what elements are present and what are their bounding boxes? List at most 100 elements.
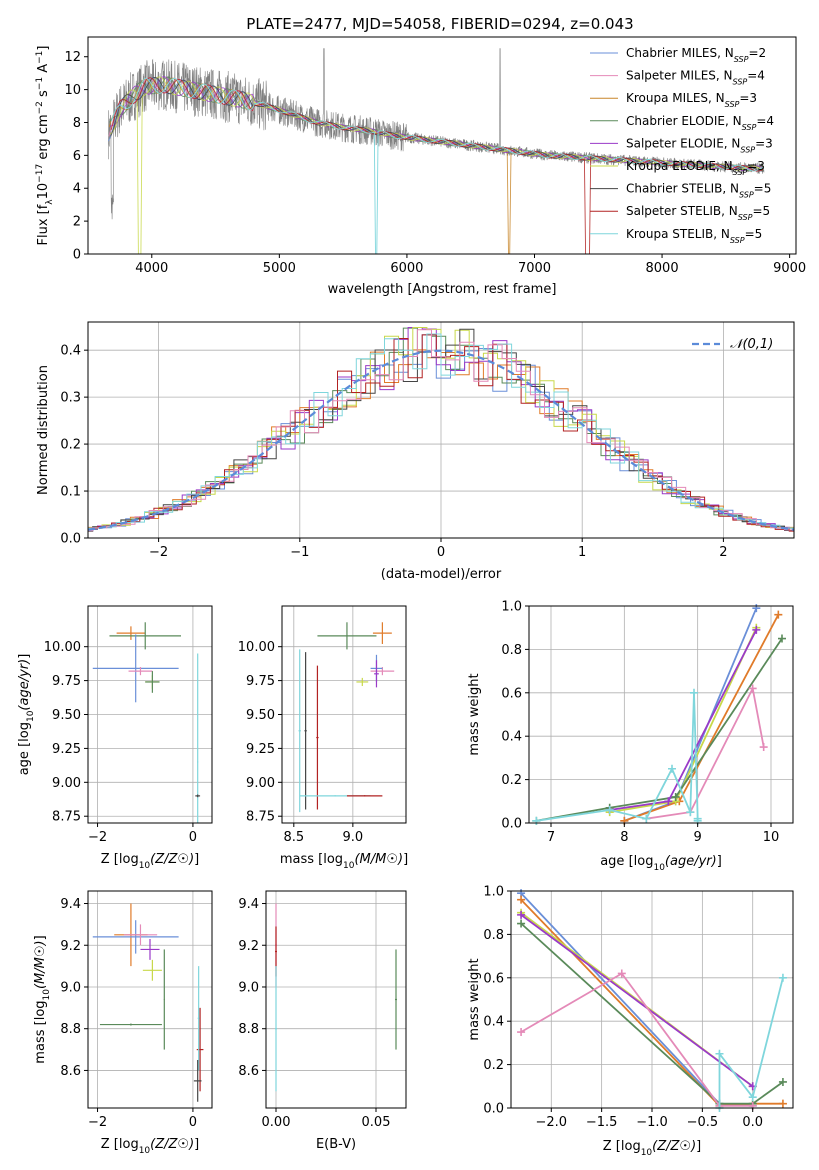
data-point bbox=[142, 959, 162, 981]
gaussian-reference-curve bbox=[88, 349, 794, 531]
y-tick-label: 1.0 bbox=[483, 885, 504, 900]
x-tick-label: −0.5 bbox=[687, 1115, 719, 1130]
model-spectrum-line bbox=[110, 76, 764, 254]
weight-marker bbox=[715, 1049, 724, 1058]
weight-marker bbox=[671, 792, 680, 801]
weight-series-line bbox=[520, 922, 784, 1105]
y-tick-label: 1.0 bbox=[501, 600, 522, 615]
x-tick-label: −2 bbox=[88, 1115, 107, 1130]
y-tick-label: 9.50 bbox=[246, 708, 275, 723]
legend-entry: Kroupa ELODIE, NSSP=3 bbox=[626, 159, 765, 177]
mass-vs-EBV-panel: 0.00 0.05 8.6 8.8 9.0 9.2 9.4 E(B-V) bbox=[238, 890, 407, 1152]
y-tick-label: 9.25 bbox=[52, 742, 81, 757]
weight-marker bbox=[778, 634, 786, 643]
y-tick-label: 9.4 bbox=[238, 897, 259, 912]
legend-entry: Kroupa STELIB, NSSP=5 bbox=[626, 227, 762, 245]
x-tick-label: 0 bbox=[189, 1115, 197, 1130]
errorbar-area bbox=[298, 622, 395, 813]
y-tick-label: 10 bbox=[64, 83, 81, 98]
weight-marker bbox=[759, 743, 768, 752]
weight-series-line bbox=[536, 637, 783, 822]
residuals-panel: −2 −1 0 1 2 0.0 0.1 0.2 0.3 0.4 𝒩(0,1) (data-model)… bbox=[36, 321, 795, 582]
mass-vs-Z-panel: −2 0 8.6 8.8 9.0 9.2 9.4 Z [log10(Z/Z☉)] mass [l… bbox=[33, 890, 213, 1156]
x-tick-label: −2 bbox=[149, 545, 168, 560]
x-axis-label: wavelength [Angstrom, rest frame] bbox=[328, 282, 557, 297]
x-tick-label: 0.00 bbox=[262, 1115, 291, 1130]
weight-series-line bbox=[536, 692, 699, 822]
weight-series bbox=[532, 634, 786, 825]
model-spectrum-line bbox=[110, 77, 764, 254]
age-vs-mass-panel: 8.5 9.0 8.75 9.00 9.25 9.50 9.75 10.00 mass [log… bbox=[238, 605, 408, 871]
y-tick-label: 8.6 bbox=[60, 1064, 81, 1079]
x-tick-label: 10 bbox=[763, 830, 780, 845]
residual-histogram-step bbox=[88, 333, 794, 531]
legend-entry: Salpeter STELIB, NSSP=5 bbox=[626, 204, 770, 222]
x-axis-label: (data-model)/error bbox=[381, 567, 502, 582]
data-point bbox=[116, 626, 146, 640]
legend-entry: Chabrier STELIB, NSSP=5 bbox=[626, 182, 771, 200]
y-tick-label: 9.25 bbox=[246, 742, 275, 757]
data-point bbox=[109, 622, 181, 650]
data-point bbox=[99, 1023, 162, 1026]
y-tick-label: 0 bbox=[73, 248, 81, 263]
y-tick-label: 0.4 bbox=[483, 1015, 504, 1030]
x-tick-label: 7000 bbox=[518, 261, 551, 276]
y-tick-label: 0.1 bbox=[60, 485, 81, 500]
legend-entry: Chabrier MILES, NSSP=2 bbox=[626, 46, 766, 64]
data-point bbox=[316, 665, 319, 810]
data-point bbox=[275, 966, 277, 1092]
data-point bbox=[197, 966, 200, 1071]
data-point bbox=[92, 634, 179, 703]
y-tick-label: 9.00 bbox=[52, 776, 81, 791]
y-tick-label: 10.00 bbox=[238, 640, 275, 655]
weight-series bbox=[517, 910, 757, 1091]
weight-series-line bbox=[520, 899, 783, 1107]
data-point bbox=[356, 677, 369, 687]
x-axis-label: age [log10(age/yr)] bbox=[600, 854, 722, 873]
x-axis-label: Z [log10(Z/Z☉)] bbox=[603, 1139, 701, 1158]
y-tick-label: 9.2 bbox=[238, 939, 259, 954]
legend-entry: Kroupa MILES, NSSP=3 bbox=[626, 91, 757, 109]
data-point bbox=[374, 660, 379, 688]
data-point bbox=[346, 795, 383, 797]
weight-marker bbox=[517, 919, 526, 928]
x-tick-label: −2.0 bbox=[535, 1115, 567, 1130]
y-tick-label: 0.3 bbox=[60, 391, 81, 406]
legend-entry: Chabrier ELODIE, NSSP=4 bbox=[626, 114, 774, 132]
weight-series bbox=[715, 973, 787, 1112]
y-tick-label: 9.2 bbox=[60, 939, 81, 954]
y-axis-label: mass weight bbox=[467, 673, 482, 755]
y-axis-label: mass [log10(M/M☉)] bbox=[33, 935, 52, 1063]
weight-marker bbox=[690, 688, 698, 697]
data-point bbox=[395, 949, 397, 1050]
spectrum-panel: 4000 5000 6000 7000 8000 9000 0 2 4 6 8 10 12 Chabrie… bbox=[35, 36, 806, 297]
weight-marker bbox=[778, 1099, 787, 1108]
y-tick-label: 8.75 bbox=[52, 810, 81, 825]
y-tick-label: 0.6 bbox=[501, 686, 522, 701]
legend-entry: Salpeter MILES, NSSP=4 bbox=[626, 69, 765, 87]
y-tick-label: 9.75 bbox=[52, 674, 81, 689]
x-tick-label: −1.0 bbox=[636, 1115, 668, 1130]
weight-marker bbox=[517, 910, 526, 919]
data-point bbox=[195, 794, 201, 798]
figure-title: PLATE=2477, MJD=54058, FIBERID=0294, z=0… bbox=[246, 15, 633, 33]
legend-entry: Salpeter ELODIE, NSSP=3 bbox=[626, 136, 773, 154]
weight-marker bbox=[517, 895, 526, 904]
data-point bbox=[372, 622, 392, 644]
model-spectrum-line bbox=[110, 76, 764, 172]
data-point bbox=[304, 652, 307, 810]
weight-series-line bbox=[718, 977, 784, 1108]
data-point bbox=[140, 938, 160, 960]
weight-marker bbox=[664, 797, 673, 806]
y-tick-label: 0.8 bbox=[483, 928, 504, 943]
data-point bbox=[145, 671, 160, 693]
weight-marker bbox=[752, 625, 761, 634]
weight-series-line bbox=[646, 685, 765, 820]
errorbar-area bbox=[92, 903, 204, 1102]
weight-series-line bbox=[520, 914, 754, 1088]
x-tick-label: 9 bbox=[694, 830, 702, 845]
data-point bbox=[196, 1007, 204, 1092]
model-spectrum-line bbox=[111, 77, 764, 254]
x-axis-label: Z [log10(Z/Z☉)] bbox=[101, 852, 199, 871]
